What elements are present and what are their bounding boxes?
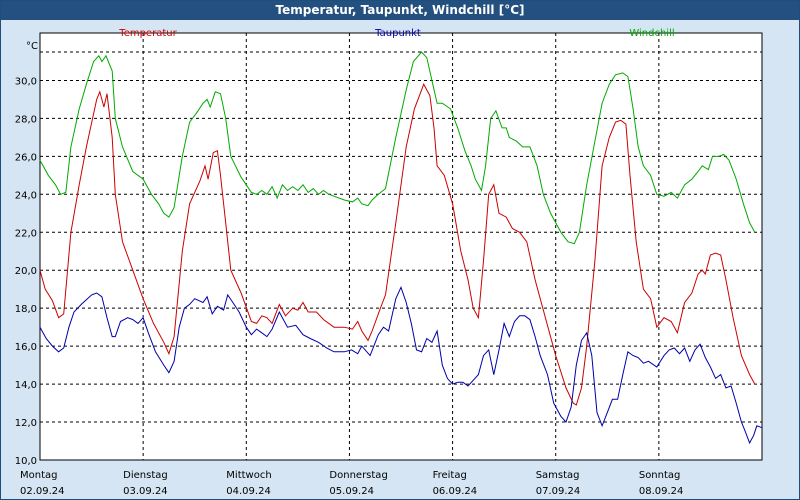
y-tick-label: 20,0 — [15, 266, 37, 277]
x-tick-day: Montag — [20, 470, 57, 481]
x-tick-day: Donnerstag — [329, 470, 387, 481]
x-tick-date: 08.09.24 — [639, 486, 684, 497]
y-tick-label: 28,0 — [15, 114, 37, 125]
y-tick-label: 10,0 — [15, 456, 37, 467]
legend-taupunkt: Taupunkt — [374, 28, 421, 39]
x-tick-date: 07.09.24 — [536, 486, 581, 497]
x-tick-date: 06.09.24 — [433, 486, 478, 497]
y-axis-unit: °C — [26, 41, 38, 52]
series-line-temperatur — [39, 82, 756, 406]
y-tick-label: 26,0 — [15, 152, 37, 163]
y-tick-label: 16,0 — [15, 342, 37, 353]
x-tick-date: 03.09.24 — [123, 486, 168, 497]
grid — [40, 33, 762, 460]
y-tick-label: 30,0 — [15, 76, 37, 87]
y-tick-label: 12,0 — [15, 418, 37, 429]
chart-title: Temperatur, Taupunkt, Windchill [°C] — [1, 1, 799, 20]
x-tick-date: 05.09.24 — [329, 486, 374, 497]
x-tick-date: 02.09.24 — [20, 486, 65, 497]
legend-temperatur: Temperatur — [118, 28, 177, 39]
plot-area — [39, 32, 763, 461]
x-tick-day: Sonntag — [639, 470, 681, 481]
x-tick-date: 04.09.24 — [226, 486, 271, 497]
y-tick-label: 18,0 — [15, 304, 37, 315]
series-line-windchill — [39, 51, 756, 245]
series-line-taupunkt — [39, 285, 763, 445]
y-tick-label: 22,0 — [15, 228, 37, 239]
x-tick-day: Dienstag — [123, 470, 168, 481]
legend-windchill: Windchill — [629, 28, 674, 39]
y-tick-label: 24,0 — [15, 190, 37, 201]
legend: Temperatur Taupunkt Windchill — [118, 28, 674, 39]
x-tick-day: Samstag — [536, 470, 580, 481]
axis-labels: °C 10,0 12,0 14,0 16,0 18,0 20,0 22,0 24,0 26,0 2… — [15, 41, 684, 497]
series-group — [39, 51, 763, 445]
x-tick-day: Freitag — [433, 470, 467, 481]
x-tick-day: Mittwoch — [226, 470, 271, 481]
y-tick-label: 14,0 — [15, 380, 37, 391]
